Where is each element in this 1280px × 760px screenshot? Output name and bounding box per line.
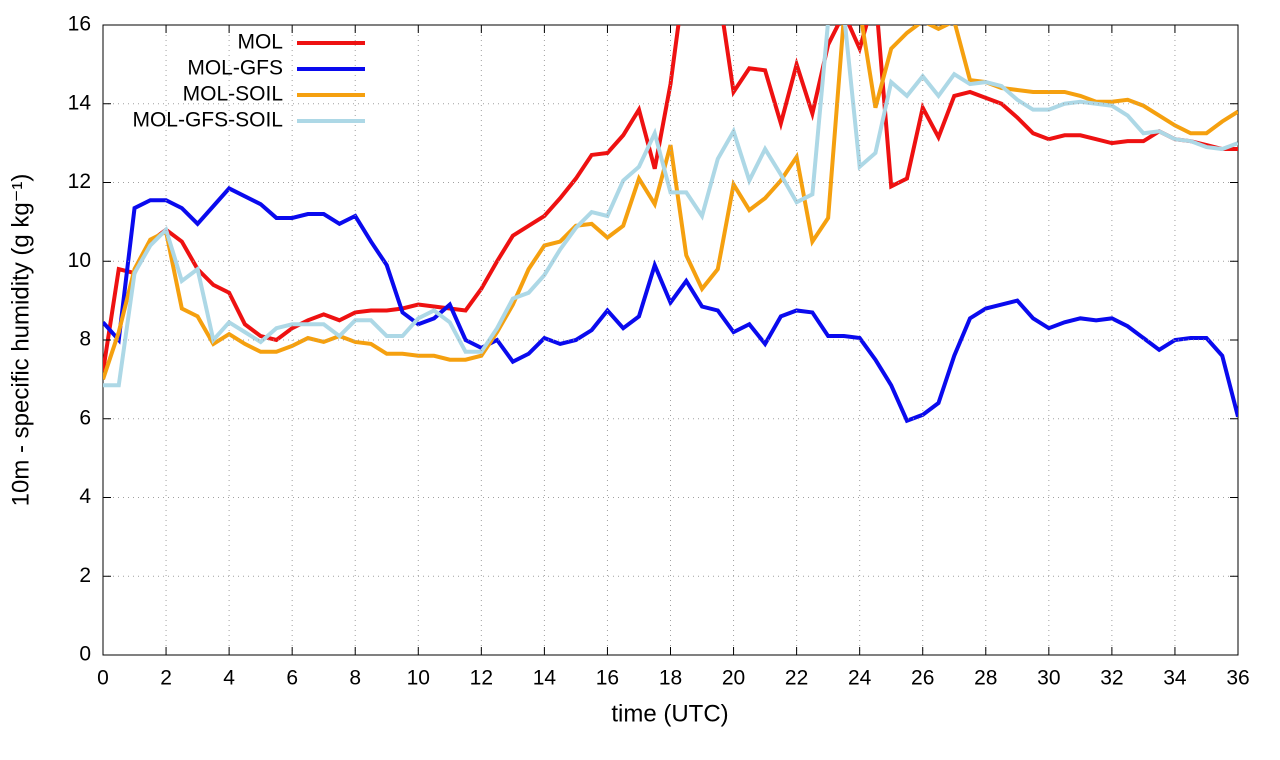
x-tick-label: 20 <box>722 667 745 690</box>
x-tick-label: 24 <box>848 667 872 690</box>
y-tick-label: 0 <box>79 643 91 666</box>
x-tick-label: 10 <box>407 667 430 690</box>
x-tick-label: 36 <box>1226 667 1249 690</box>
x-tick-label: 22 <box>785 667 808 690</box>
x-tick-label: 30 <box>1037 667 1060 690</box>
series-line <box>103 185 1238 424</box>
x-tick-label: 34 <box>1163 667 1187 690</box>
x-tick-label: 8 <box>349 667 361 690</box>
x-tick-label: 6 <box>286 667 298 690</box>
y-tick-label: 6 <box>79 406 91 429</box>
legend-label: MOL-GFS-SOIL <box>132 109 283 132</box>
y-tick-label: 8 <box>79 328 91 351</box>
y-tick-label: 2 <box>79 564 91 587</box>
x-tick-label: 28 <box>974 667 997 690</box>
y-tick-label: 16 <box>68 13 91 36</box>
x-tick-label: 16 <box>596 667 619 690</box>
x-tick-label: 14 <box>533 667 557 690</box>
legend-label: MOL-SOIL <box>183 83 283 106</box>
y-axis-label: 10m - specific humidity (g kg⁻¹) <box>7 174 34 507</box>
x-tick-label: 0 <box>97 667 109 690</box>
series-line <box>103 25 1238 372</box>
series-line <box>103 25 1238 388</box>
y-tick-label: 12 <box>68 170 91 193</box>
y-tick-label: 14 <box>68 91 92 114</box>
legend-label: MOL-GFS <box>187 57 283 80</box>
y-tick-label: 10 <box>68 249 91 272</box>
x-tick-label: 2 <box>160 667 172 690</box>
legend-label: MOL <box>237 31 283 54</box>
x-tick-label: 12 <box>470 667 493 690</box>
x-tick-label: 4 <box>223 667 235 690</box>
y-tick-label: 4 <box>79 485 91 508</box>
x-tick-label: 18 <box>659 667 682 690</box>
x-tick-label: 32 <box>1100 667 1123 690</box>
x-tick-label: 26 <box>911 667 934 690</box>
x-axis-label: time (UTC) <box>611 700 728 727</box>
